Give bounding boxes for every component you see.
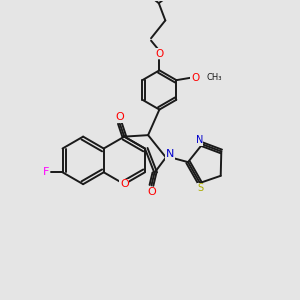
Text: S: S [197, 183, 204, 193]
Text: N: N [166, 149, 174, 160]
Text: O: O [116, 112, 124, 122]
Text: O: O [147, 187, 156, 197]
Text: CH₃: CH₃ [206, 73, 222, 82]
Text: O: O [120, 179, 129, 189]
Text: O: O [155, 49, 164, 59]
Text: F: F [42, 167, 49, 177]
Text: O: O [191, 73, 199, 83]
Text: N: N [196, 135, 203, 145]
